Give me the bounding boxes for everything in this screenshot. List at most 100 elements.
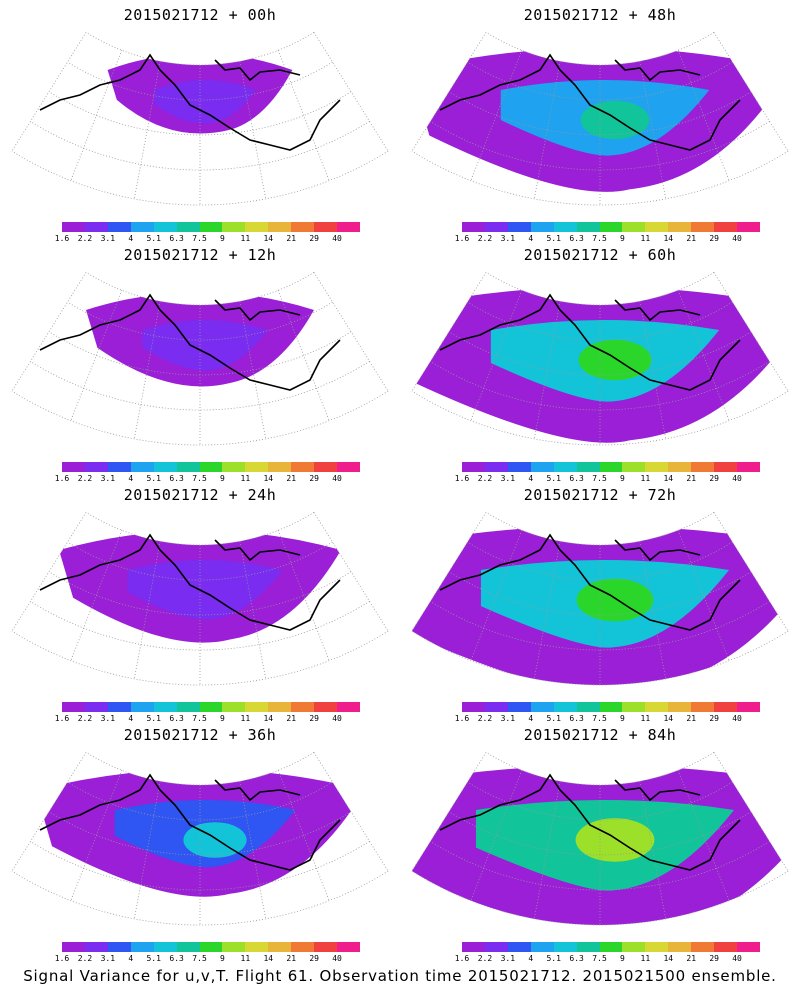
colorbar-swatch: [599, 942, 623, 952]
colorbar-label: 3.1: [100, 954, 116, 963]
colorbar-swatch: [153, 222, 177, 232]
colorbar-swatch: [645, 702, 669, 712]
colorbar-labels: 1.6 2.2 3.1 4 5.1 6.3 7.5 9 11 14 21 29 40: [452, 474, 770, 484]
colorbar-swatch: [622, 222, 646, 232]
colorbar-swatch: [337, 222, 360, 232]
map-panel: 2015021712 + 00h 1.6 2.2 3.1 4 5.1 6.3 7.5 9 11 14…: [0, 0, 400, 243]
panel-title: 2015021712 + 36h: [123, 726, 277, 744]
colorbar-swatch: [176, 462, 200, 472]
colorbar-swatch: [199, 702, 223, 712]
colorbar-swatch: [291, 222, 315, 232]
colorbar-label: 2.2: [477, 714, 493, 723]
colorbar-label: 5.1: [546, 714, 561, 723]
colorbar-swatch: [462, 222, 485, 232]
colorbar: [62, 702, 360, 712]
colorbar-swatch: [622, 702, 646, 712]
polar-map: [11, 511, 389, 686]
colorbar-label: 40: [732, 714, 742, 723]
polar-map: [411, 511, 789, 686]
colorbar-swatch: [130, 222, 154, 232]
colorbar-swatch: [176, 702, 200, 712]
colorbar-label: 4: [128, 474, 134, 483]
colorbar-label: 1.6: [54, 474, 70, 483]
colorbar-swatch: [268, 702, 292, 712]
polar-map: [411, 31, 789, 206]
colorbar-label: 5.1: [546, 474, 561, 483]
colorbar-swatch: [530, 942, 554, 952]
colorbar-label: 29: [709, 234, 719, 243]
colorbar-label: 3.1: [500, 474, 516, 483]
coastline: [39, 293, 341, 391]
colorbar-label: 29: [709, 474, 719, 483]
colorbar-label: 40: [732, 234, 742, 243]
colorbar-swatch: [691, 942, 715, 952]
colorbar-label: 14: [263, 954, 274, 963]
colorbar-swatch: [576, 942, 600, 952]
colorbar-label: 7.5: [192, 714, 207, 723]
colorbar-label: 7.5: [592, 954, 607, 963]
colorbar-swatch: [62, 702, 85, 712]
colorbar-swatch: [599, 462, 623, 472]
colorbar-swatch: [268, 222, 292, 232]
colorbar-label: 3.1: [500, 714, 516, 723]
colorbar-label: 2.2: [477, 234, 493, 243]
colorbar-label: 3.1: [500, 954, 516, 963]
colorbar-swatch: [130, 942, 154, 952]
colorbar-swatch: [62, 222, 85, 232]
colorbar-swatch: [553, 942, 577, 952]
colorbar-label: 21: [686, 714, 697, 723]
colorbar-label: 40: [332, 234, 342, 243]
colorbar-swatch: [645, 222, 669, 232]
colorbar-label: 14: [663, 954, 674, 963]
colorbar-swatch: [668, 942, 692, 952]
colorbar-label: 1.6: [454, 474, 470, 483]
coastline: [439, 773, 741, 871]
colorbar-swatch: [337, 942, 360, 952]
colorbar-label: 3.1: [100, 474, 116, 483]
colorbar-swatch: [668, 222, 692, 232]
colorbar: [462, 702, 760, 712]
colorbar-swatch: [691, 702, 715, 712]
colorbar-label: 6.3: [169, 954, 184, 963]
colorbar-label: 2.2: [77, 714, 93, 723]
variance-field: [86, 292, 314, 387]
colorbar-label: 40: [332, 474, 342, 483]
polar-map: [11, 271, 389, 446]
colorbar-swatch: [668, 702, 692, 712]
panel-title: 2015021712 + 60h: [523, 246, 677, 264]
colorbar-label: 5.1: [146, 474, 161, 483]
colorbar-label: 11: [640, 234, 651, 243]
colorbar-label: 9: [220, 474, 225, 483]
colorbar-swatch: [691, 222, 715, 232]
colorbar-swatch: [622, 942, 646, 952]
coastline: [39, 53, 341, 151]
colorbar-label: 9: [620, 714, 625, 723]
colorbar-swatch: [668, 462, 692, 472]
colorbar-swatch: [507, 942, 531, 952]
colorbar-label: 21: [286, 474, 297, 483]
graticule: [11, 31, 389, 206]
colorbar-label: 21: [286, 714, 297, 723]
colorbar-swatch: [291, 942, 315, 952]
colorbar-label: 21: [686, 474, 697, 483]
colorbar-label: 40: [732, 474, 742, 483]
colorbar-label: 21: [286, 954, 297, 963]
colorbar-label: 21: [286, 234, 297, 243]
colorbar-label: 2.2: [477, 954, 493, 963]
colorbar-labels: 1.6 2.2 3.1 4 5.1 6.3 7.5 9 11 14 21 29 40: [452, 234, 770, 244]
colorbar-swatch: [314, 702, 338, 712]
coastline: [439, 533, 741, 631]
colorbar-swatch: [176, 222, 200, 232]
colorbar-swatch: [337, 702, 360, 712]
colorbar-label: 1.6: [54, 714, 70, 723]
colorbar: [462, 942, 760, 952]
colorbar-label: 6.3: [569, 474, 584, 483]
colorbar-swatch: [484, 702, 508, 712]
colorbar-label: 3.1: [100, 714, 116, 723]
colorbar-label: 4: [128, 714, 134, 723]
colorbar-swatch: [462, 462, 485, 472]
colorbar-swatch: [714, 222, 738, 232]
colorbar-label: 1.6: [454, 714, 470, 723]
colorbar-swatch: [176, 942, 200, 952]
colorbar-label: 1.6: [54, 954, 70, 963]
